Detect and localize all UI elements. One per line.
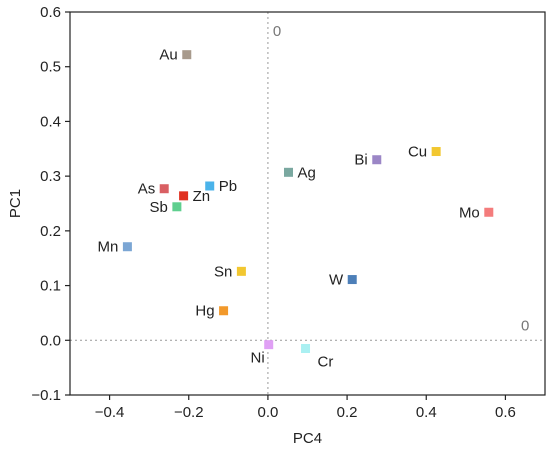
point-marker-au (182, 50, 192, 60)
x-axis-title: PC4 (293, 430, 322, 447)
point-marker-mo (484, 207, 494, 217)
point-label-sb: Sb (150, 199, 168, 216)
data-points: Au Bi Cu Ag As Pb Zn Sb Mo Mn Sn W Hg Ni Cr (98, 47, 494, 370)
y-tick-label: 0.3 (40, 168, 61, 185)
x-tick-label: −0.4 (95, 404, 125, 421)
y-tick-label: 0.5 (40, 59, 61, 76)
x-tick-label: 0.4 (416, 404, 437, 421)
point-marker-mn (122, 242, 132, 252)
point-marker-hg (219, 306, 229, 316)
point-label-w: W (329, 272, 344, 289)
point-marker-cu (431, 147, 441, 157)
point-label-ni: Ni (251, 350, 265, 367)
point-marker-ni (264, 340, 274, 350)
point-label-mo: Mo (459, 204, 480, 221)
vertical-zero-line-label: 0 (273, 23, 281, 40)
axis-ticks: −0.4 −0.2 0.0 0.2 0.4 0.6 −0.1 0.0 0.1 0.2 0.3 0.4 0… (31, 4, 515, 421)
point-label-as: As (138, 181, 156, 198)
point-label-mn: Mn (98, 239, 119, 256)
x-tick-label: −0.2 (174, 404, 204, 421)
y-axis-title: PC1 (7, 189, 24, 218)
point-label-ag: Ag (298, 164, 316, 181)
point-marker-as (159, 184, 169, 194)
y-tick-label: 0.0 (40, 332, 61, 349)
point-label-cr: Cr (318, 353, 334, 370)
point-marker-bi (372, 155, 382, 165)
point-marker-ag (284, 167, 293, 177)
point-label-pb: Pb (219, 178, 237, 195)
x-tick-label: 0.0 (257, 404, 278, 421)
point-label-cu: Cu (408, 144, 427, 161)
point-marker-sn (236, 266, 246, 276)
y-tick-label: 0.1 (40, 278, 61, 295)
x-tick-label: 0.2 (337, 404, 358, 421)
y-tick-label: 0.6 (40, 4, 61, 21)
point-label-au: Au (159, 47, 177, 64)
plot-frame (69, 11, 546, 396)
point-marker-sb (172, 202, 182, 212)
reference-lines (70, 12, 545, 395)
y-tick-label: 0.4 (40, 113, 61, 130)
point-marker-w (347, 275, 357, 285)
point-label-hg: Hg (195, 303, 214, 320)
point-marker-cr (301, 343, 311, 353)
point-label-sn: Sn (214, 263, 232, 280)
horizontal-zero-line-label: 0 (521, 317, 529, 334)
x-tick-label: 0.6 (495, 404, 516, 421)
point-marker-zn (179, 191, 189, 201)
y-tick-label: −0.1 (31, 387, 61, 404)
point-label-zn: Zn (193, 188, 211, 205)
point-label-bi: Bi (354, 152, 367, 169)
y-tick-label: 0.2 (40, 223, 61, 240)
point-marker-pb (205, 181, 215, 191)
